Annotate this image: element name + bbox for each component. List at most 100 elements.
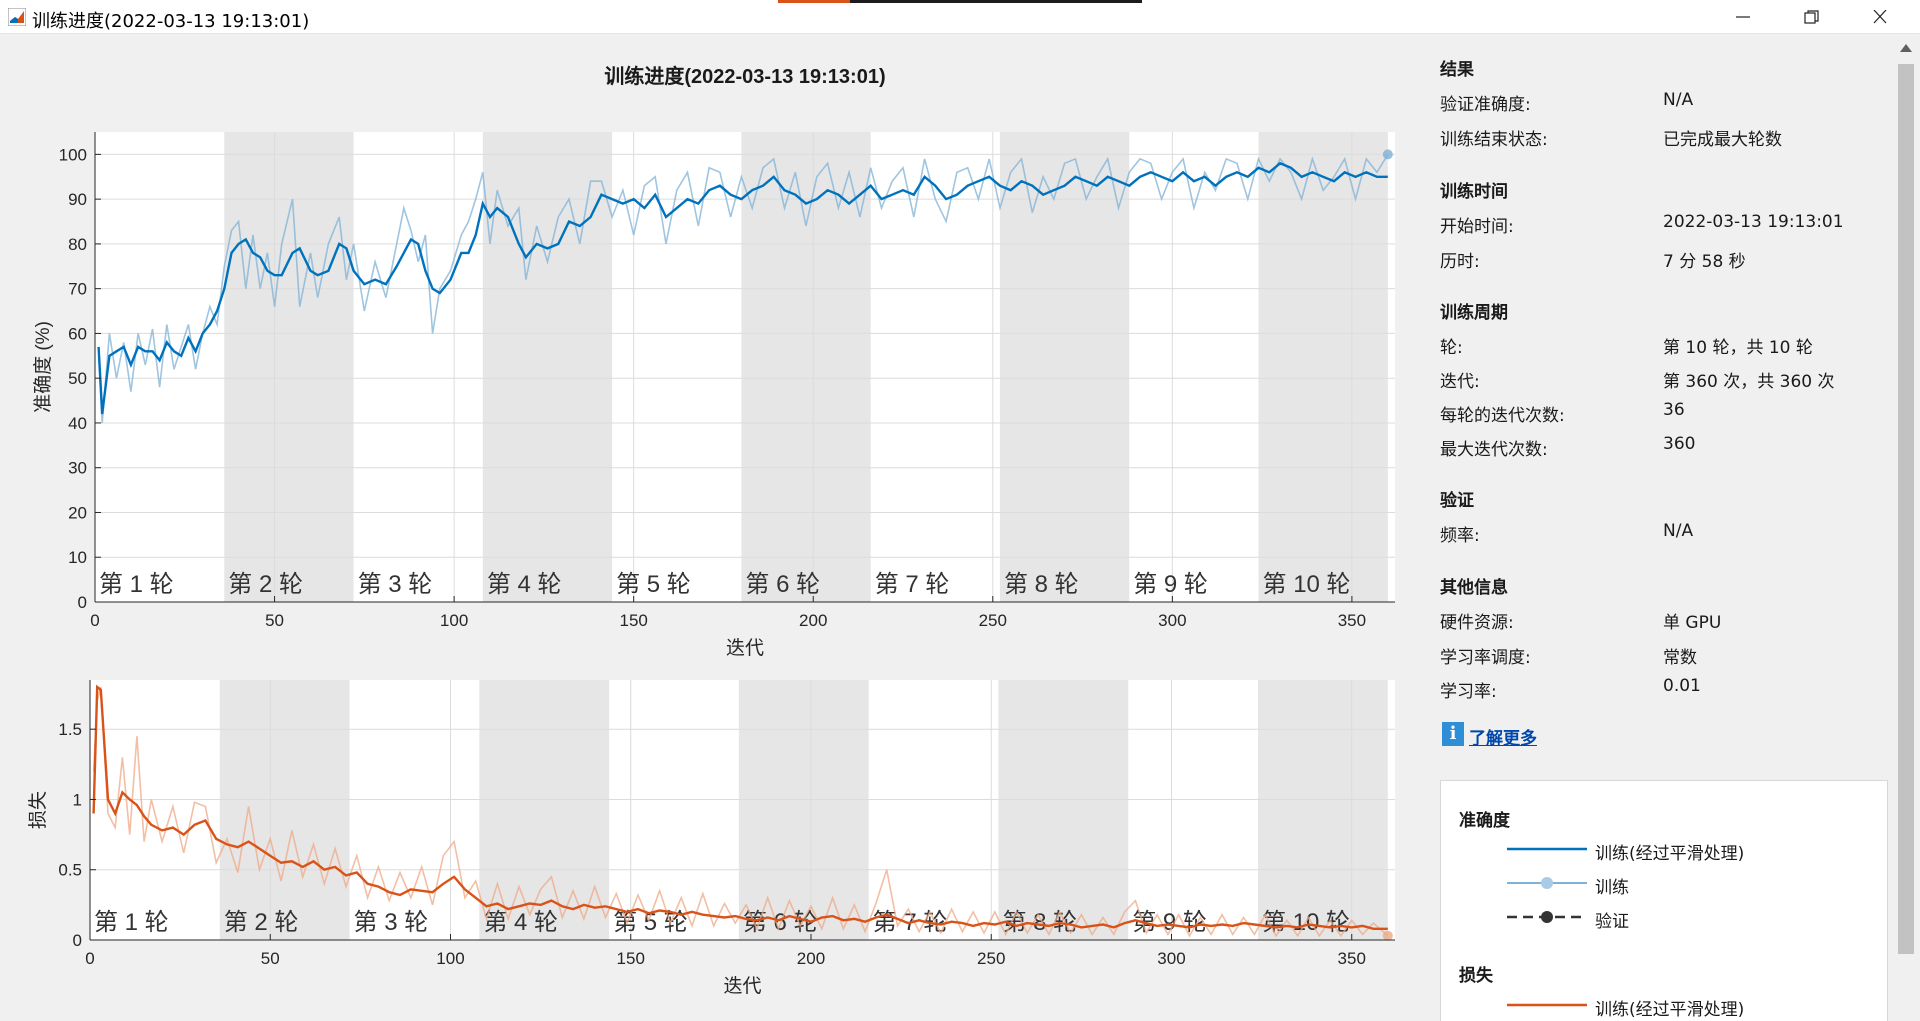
minimize-icon — [1736, 16, 1750, 18]
acc-y-tick-label: 100 — [59, 145, 87, 164]
minimize-button[interactable] — [1713, 0, 1773, 33]
learn-more-link[interactable]: 了解更多 — [1469, 729, 1537, 749]
acc-y-tick-label: 30 — [68, 459, 87, 478]
results-title: 结果 — [1440, 60, 1474, 80]
acc-smoothed-series-line — [97, 161, 1388, 415]
legend-item-acc-smoothed: 训练(经过平滑处理) — [1505, 837, 1835, 864]
acc-epoch-label: 第 1 轮 — [99, 571, 174, 598]
acc-epoch-label: 第 9 轮 — [1133, 571, 1208, 598]
accuracy-chart: 第 1 轮 第 2 轮 第 3 轮 第 4 轮 第 5 轮 第 6 轮 第 7 轮 第 8 轮… — [32, 132, 1395, 659]
title-accent-bar — [778, 0, 1142, 3]
acc-epoch-label: 第 3 轮 — [358, 571, 433, 598]
info-icon: i — [1442, 722, 1464, 746]
loss-x-tick-label: 250 — [977, 949, 1005, 968]
loss-x-tick-label: 150 — [617, 949, 645, 968]
legend-accuracy-title: 准确度 — [1459, 811, 1510, 831]
acc-y-tick-label: 60 — [68, 324, 87, 343]
loss-y-tick-label: 1 — [73, 790, 82, 809]
legend-box: 准确度 训练(经过平滑处理) 训练 验证 损失 训练(经过平滑处理) — [1440, 780, 1888, 1021]
acc-x-tick-label: 150 — [619, 611, 647, 630]
acc-x-tick-label: 300 — [1158, 611, 1186, 630]
loss-y-tick-label: 0 — [73, 931, 82, 950]
legend-line-blue-icon — [1507, 847, 1587, 851]
validation-title: 验证 — [1440, 491, 1474, 511]
loss-x-tick-label: 200 — [797, 949, 825, 968]
acc-x-tick-label: 100 — [440, 611, 468, 630]
restore-icon — [1804, 10, 1819, 24]
acc-x-tick-label: 50 — [265, 611, 284, 630]
acc-epoch-label: 第 6 轮 — [745, 571, 820, 598]
scroll-thumb[interactable] — [1898, 64, 1914, 954]
acc-epoch-label: 第 7 轮 — [875, 571, 950, 598]
acc-raw-series-line — [97, 153, 1389, 424]
status-value: 已完成最大轮数 — [1663, 130, 1782, 150]
val-acc-label: 验证准确度: — [1440, 95, 1531, 115]
status-label: 训练结束状态: — [1440, 130, 1548, 150]
start-value: 2022-03-13 19:13:01 — [1663, 212, 1844, 232]
val-acc-value: N/A — [1663, 90, 1694, 110]
acc-x-tick-label: 350 — [1338, 611, 1366, 630]
loss-epoch-label: 第 4 轮 — [483, 909, 558, 936]
legend-label-acc-val: 验证 — [1595, 912, 1629, 932]
loss-smoothed-series-line — [92, 684, 1388, 930]
acc-y-tick-label: 10 — [68, 548, 87, 567]
scroll-up-icon[interactable] — [1900, 44, 1912, 52]
loss-x-tick-label: 100 — [436, 949, 464, 968]
legend-label-acc-train: 训练 — [1595, 878, 1629, 898]
elapsed-value: 7 分 58 秒 — [1663, 252, 1746, 272]
max-iter-value: 360 — [1663, 434, 1696, 454]
acc-epoch-label: 第 10 轮 — [1263, 571, 1351, 598]
loss-x-tick-label: 300 — [1157, 949, 1185, 968]
hardware-label: 硬件资源: — [1440, 613, 1514, 633]
freq-label: 频率: — [1440, 526, 1480, 546]
loss-x-tick-label: 50 — [261, 949, 280, 968]
acc-y-tick-label: 90 — [68, 190, 87, 209]
acc-epoch-band — [741, 132, 871, 602]
elapsed-label: 历时: — [1440, 252, 1480, 272]
legend-item-acc-train: 训练 — [1505, 871, 1835, 898]
iter-per-epoch-value: 36 — [1663, 400, 1685, 420]
loss-y-axis-label: 损失 — [27, 791, 49, 829]
info-panel: 结果 验证准确度: N/A 训练结束状态: 已完成最大轮数 训练时间 开始时间:… — [1440, 55, 1880, 775]
lr-schedule-label: 学习率调度: — [1440, 648, 1531, 668]
acc-epoch-band — [482, 132, 613, 602]
loss-epoch-band — [219, 680, 350, 940]
window-title: 训练进度(2022-03-13 19:13:01) — [32, 11, 310, 32]
plot-title: 训练进度(2022-03-13 19:13:01) — [604, 66, 886, 88]
acc-y-tick-label: 70 — [68, 280, 87, 299]
loss-y-tick-label: 1.5 — [58, 720, 82, 739]
freq-value: N/A — [1663, 521, 1694, 541]
legend-line-orange-icon — [1507, 1003, 1587, 1007]
acc-epoch-label: 第 2 轮 — [228, 571, 303, 598]
loss-epoch-label: 第 3 轮 — [354, 909, 429, 936]
max-iter-label: 最大迭代次数: — [1440, 440, 1548, 460]
start-label: 开始时间: — [1440, 217, 1514, 237]
acc-x-tick-label: 200 — [799, 611, 827, 630]
loss-y-tick-label: 0.5 — [58, 861, 82, 880]
loss-chart: 第 1 轮第 2 轮第 3 轮第 4 轮第 5 轮第 6 轮第 7 轮第 8 轮… — [27, 680, 1395, 997]
loss-last-point-marker — [1382, 930, 1393, 941]
acc-epoch-label: 第 4 轮 — [487, 571, 562, 598]
loss-epoch-band — [738, 680, 869, 940]
acc-y-tick-label: 50 — [68, 369, 87, 388]
lr-schedule-value: 常数 — [1663, 648, 1697, 668]
acc-x-axis-label: 迭代 — [726, 637, 764, 659]
loss-epoch-band — [998, 680, 1129, 940]
acc-x-tick-label: 0 — [90, 611, 99, 630]
scrollbar[interactable] — [1896, 40, 1916, 1020]
iter-value: 第 360 次，共 360 次 — [1663, 372, 1835, 392]
epoch-label: 轮: — [1440, 338, 1463, 358]
cycle-title: 训练周期 — [1440, 303, 1508, 323]
loss-x-axis-label: 迭代 — [723, 975, 761, 997]
legend-label-acc-smoothed: 训练(经过平滑处理) — [1595, 844, 1745, 864]
legend-item-loss-smoothed: 训练(经过平滑处理) — [1505, 993, 1835, 1020]
title-bar: 训练进度(2022-03-13 19:13:01) — [0, 0, 1920, 34]
acc-y-axis-label: 准确度 (%) — [32, 321, 54, 413]
acc-epoch-band — [224, 132, 354, 602]
legend-label-loss-smoothed: 训练(经过平滑处理) — [1595, 1000, 1745, 1020]
acc-epoch-band — [1258, 132, 1388, 602]
legend-line-dot-lightblue-icon — [1507, 877, 1587, 889]
close-button[interactable] — [1850, 0, 1910, 33]
restore-button[interactable] — [1782, 0, 1842, 33]
matlab-app-icon — [8, 8, 26, 26]
